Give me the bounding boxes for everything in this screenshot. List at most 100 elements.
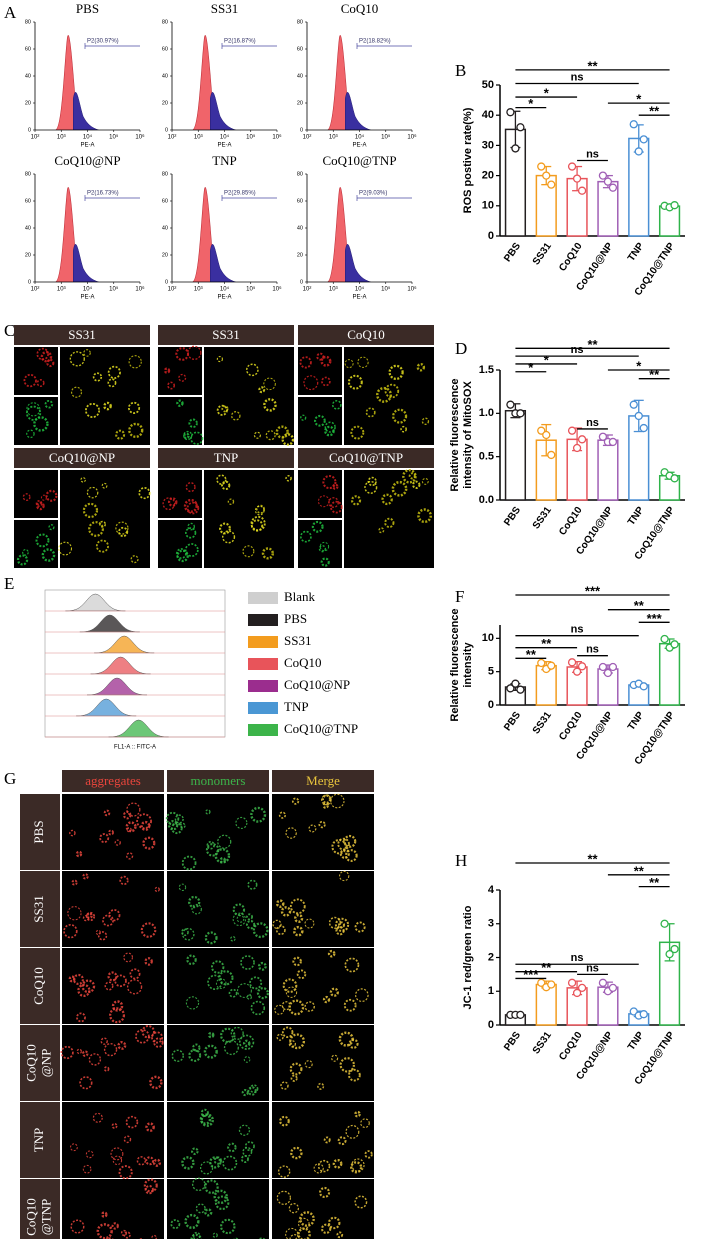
x-tick-label: 10⁵	[246, 286, 256, 293]
header-bar	[272, 770, 374, 792]
cell-signal	[111, 1000, 124, 1012]
data-point	[506, 684, 515, 693]
y-tick-label: 80	[162, 19, 168, 25]
cell-signal	[320, 355, 332, 367]
cell-signal	[188, 1049, 202, 1062]
cell-signal	[350, 495, 362, 506]
cell-signal	[280, 1081, 289, 1090]
cell-signal	[319, 1186, 331, 1198]
cell-signal	[227, 1142, 237, 1153]
cell-signal	[322, 802, 329, 809]
micrograph	[62, 1025, 164, 1101]
x-axis-label: PE-A	[352, 143, 366, 149]
cell-signal	[126, 852, 134, 860]
data-point	[547, 980, 556, 989]
cell-signal	[23, 373, 37, 388]
x-tick-label: TNP	[626, 710, 647, 733]
significance-label: **	[649, 367, 660, 382]
panel-label: E	[4, 574, 14, 593]
legend-swatch	[248, 636, 278, 648]
cell-signal	[294, 913, 304, 924]
data-point	[511, 144, 520, 153]
cell-signal	[107, 971, 118, 982]
cell-signal	[337, 1136, 347, 1146]
data-point	[516, 1010, 525, 1020]
image-title: SS31	[68, 327, 95, 342]
cell-signal	[285, 1227, 299, 1239]
significance-label: ns	[586, 417, 599, 429]
cell-signal	[364, 1150, 373, 1159]
data-point	[567, 162, 577, 171]
cell-signal	[344, 849, 358, 862]
cell-signal	[344, 359, 354, 369]
data-point	[516, 685, 525, 694]
micrograph	[344, 347, 434, 445]
cell-signal	[104, 981, 114, 991]
cell-signal	[143, 1178, 158, 1193]
cell-signal	[281, 1026, 294, 1039]
significance-label: *	[636, 92, 642, 107]
cell-signal	[71, 879, 78, 886]
x-tick-label: 10²	[31, 287, 40, 293]
significance-label: ***	[585, 583, 601, 598]
significance-label: **	[649, 875, 660, 890]
x-tick-label: 10³	[57, 135, 66, 141]
data-point	[547, 450, 556, 460]
y-tick-label: 0	[488, 230, 494, 242]
cell-signal	[135, 1028, 150, 1044]
cell-signal	[421, 477, 429, 485]
data-point	[598, 662, 608, 672]
cell-signal	[232, 912, 247, 927]
cell-signal	[70, 1143, 78, 1152]
cell-signal	[321, 376, 331, 387]
cell-signal	[289, 1234, 300, 1239]
cell-signal	[238, 1124, 251, 1136]
cell-signal	[288, 999, 305, 1016]
x-tick-label: TNP	[626, 505, 647, 528]
y-tick-label: 40	[297, 73, 303, 79]
cell-signal	[186, 501, 200, 515]
cell-signal	[125, 821, 137, 833]
cell-signal	[296, 969, 307, 980]
cell-signal	[308, 824, 317, 833]
micrograph	[60, 347, 150, 445]
cell-signal	[175, 548, 187, 559]
data-point	[506, 108, 515, 117]
histogram-curve	[76, 698, 137, 717]
cell-signal	[176, 399, 184, 407]
cell-signal	[417, 508, 433, 524]
data-point	[537, 658, 546, 668]
y-tick-label: 4	[488, 884, 495, 896]
cell-signal	[218, 970, 234, 986]
cell-signal	[181, 1156, 195, 1170]
cell-signal	[205, 809, 211, 815]
y-tick-label: 20	[162, 252, 168, 258]
cell-signal	[67, 906, 82, 921]
histogram-shape	[55, 35, 100, 130]
x-tick-label: 10²	[303, 287, 312, 293]
cell-signal	[35, 533, 50, 548]
data-point	[542, 171, 551, 180]
cell-signal	[275, 925, 286, 936]
cell-signal	[69, 351, 85, 367]
y-tick-label: 0	[488, 699, 494, 711]
cell-signal	[22, 493, 31, 502]
data-point	[634, 411, 643, 421]
cell-signal	[299, 356, 312, 369]
cell-signal	[114, 974, 127, 988]
data-point	[608, 983, 618, 993]
cell-signal	[314, 414, 326, 427]
cell-signal	[285, 986, 298, 998]
y-tick-label: 80	[297, 171, 303, 177]
data-point	[660, 634, 669, 644]
cell-signal	[354, 921, 366, 933]
significance-label: **	[634, 863, 645, 878]
data-point	[634, 147, 643, 156]
cell-signal	[96, 1223, 113, 1239]
data-point	[670, 474, 679, 483]
cell-signal	[221, 530, 236, 544]
cell-signal	[145, 1156, 155, 1166]
x-tick-label: PBS	[502, 710, 523, 733]
title-bar	[14, 448, 150, 468]
cell-signal	[247, 879, 258, 890]
